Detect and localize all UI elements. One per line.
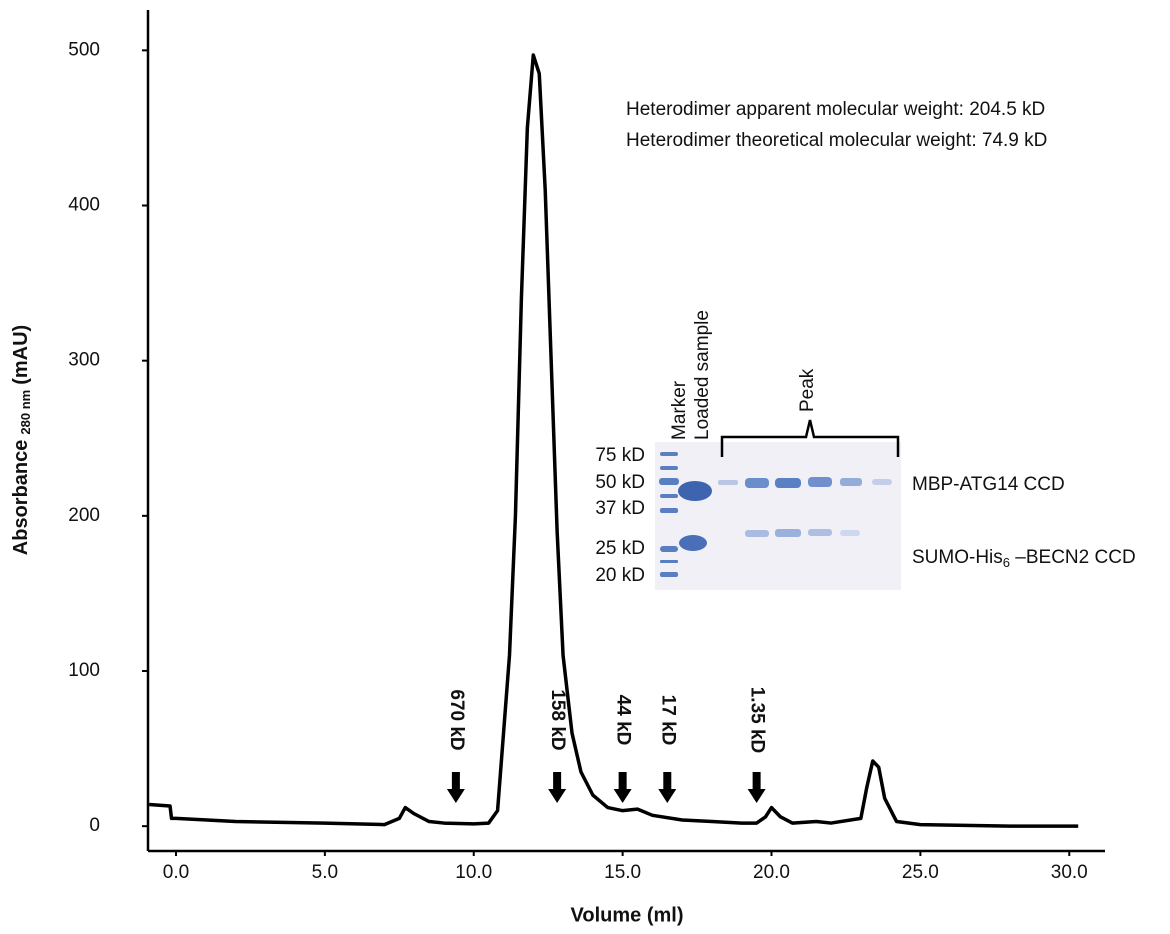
x-tick-label: 10.0 [455,862,492,883]
y-tick-label: 400 [68,195,100,216]
y-axis-label-sub: 280 nm [18,390,33,435]
group-label: Peak [797,368,818,412]
y-axis-label-text: Absorbance [10,440,32,556]
marker-label: 17 kD [657,695,678,746]
loaded-band [679,535,707,551]
band-label: MBP-ATG14 CCD [912,474,1065,495]
y-tick-label: 200 [68,505,100,526]
y-tick-label: 500 [68,39,100,60]
ladder-label: 50 kD [595,472,645,493]
marker-arrow [548,772,566,803]
marker-label: 1.35 kD [747,687,768,754]
ladder-label: 37 kD [595,498,645,519]
y-tick-label: 300 [68,350,100,371]
lane-label: Loaded sample [692,310,713,440]
page: Heterodimer apparent molecular weight: 2… [0,0,1170,934]
lane-label: Marker [669,380,690,440]
band-label-sub: 6 [1003,555,1010,570]
y-axis-label-suffix: (mAU) [10,325,32,385]
band-label-text: SUMO-His [912,547,1003,568]
chart: Heterodimer apparent molecular weight: 2… [0,0,1170,934]
marker-arrow [748,772,766,803]
x-tick-label: 20.0 [753,862,790,883]
ladder-label: 25 kD [595,538,645,559]
marker-arrow [447,772,465,803]
gel-background [655,442,901,590]
x-tick-label: 25.0 [902,862,939,883]
marker-label: 670 kD [446,689,467,750]
loaded-band [678,481,712,501]
annotation: Heterodimer theoretical molecular weight… [626,130,1047,151]
marker-label: 44 kD [613,695,634,746]
y-tick-label: 100 [68,660,100,681]
x-tick-label: 15.0 [604,862,641,883]
ladder-label: 75 kD [595,445,645,466]
annotation: Heterodimer apparent molecular weight: 2… [626,99,1045,120]
x-tick-label: 30.0 [1051,862,1088,883]
band-label: SUMO-His6 –BECN2 CCD [912,547,1136,570]
gel-inset: Marker Loaded sample Peak 75 kD 50 kD 37… [595,310,1135,590]
marker-label: 158 kD [547,689,568,750]
band-label-suffix: –BECN2 CCD [1010,547,1136,568]
x-axis-label: Volume (ml) [571,904,684,926]
x-tick-label: 5.0 [312,862,338,883]
marker-arrow [658,772,676,803]
y-axis-label: Absorbance 280 nm (mAU) [10,325,33,555]
marker-arrow [614,772,632,803]
ladder-label: 20 kD [595,565,645,586]
y-tick-label: 0 [89,815,100,836]
x-tick-label: 0.0 [163,862,189,883]
